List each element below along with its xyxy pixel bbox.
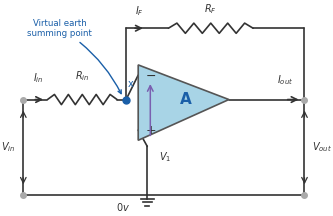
Text: $+$: $+$	[145, 124, 156, 137]
Text: $V_{in}$: $V_{in}$	[1, 141, 16, 154]
Text: $I_{in}$: $I_{in}$	[33, 71, 44, 85]
Polygon shape	[138, 65, 229, 140]
Text: A: A	[179, 92, 191, 107]
Text: $V_{DIFF}$: $V_{DIFF}$	[160, 103, 181, 116]
Text: $I_F$: $I_F$	[135, 4, 144, 18]
Text: $-$: $-$	[145, 69, 156, 82]
Text: $0v$: $0v$	[116, 202, 130, 213]
Text: $R_F$: $R_F$	[204, 2, 217, 16]
Text: $V_2$: $V_2$	[138, 84, 151, 97]
Text: $V_{out}$: $V_{out}$	[312, 141, 332, 154]
Text: Virtual earth
summing point: Virtual earth summing point	[27, 19, 121, 94]
Text: $I_{out}$: $I_{out}$	[277, 73, 293, 87]
Text: $V_1$: $V_1$	[160, 151, 171, 164]
Text: $R_{in}$: $R_{in}$	[75, 69, 90, 83]
Text: x: x	[128, 79, 134, 89]
